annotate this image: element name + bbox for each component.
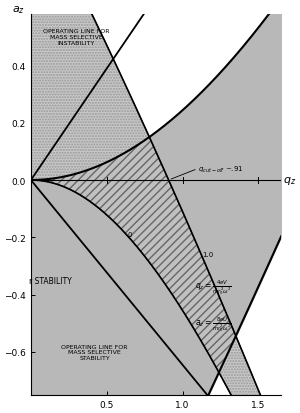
Text: 0: 0: [128, 232, 133, 238]
Text: $q_z=\frac{4eV}{mr_0^2\omega^2}$: $q_z=\frac{4eV}{mr_0^2\omega^2}$: [195, 277, 232, 296]
Text: r STABILITY: r STABILITY: [29, 276, 72, 285]
Text: OPERATING LINE FOR
MASS SELECTIVE
STABILITY: OPERATING LINE FOR MASS SELECTIVE STABIL…: [61, 344, 128, 361]
Text: $a_z=\frac{8eU}{mr_0^2\omega^2}$: $a_z=\frac{8eU}{mr_0^2\omega^2}$: [195, 314, 231, 333]
Text: $q_{cut-off}$ ~.91: $q_{cut-off}$ ~.91: [198, 164, 243, 174]
Text: $q_z$: $q_z$: [283, 175, 296, 187]
Text: $a_z$: $a_z$: [12, 5, 25, 16]
Text: 1.0: 1.0: [202, 251, 214, 257]
Text: OPERATING LINE FOR
MASS SELECTIVE
INSTABILITY: OPERATING LINE FOR MASS SELECTIVE INSTAB…: [43, 29, 110, 46]
